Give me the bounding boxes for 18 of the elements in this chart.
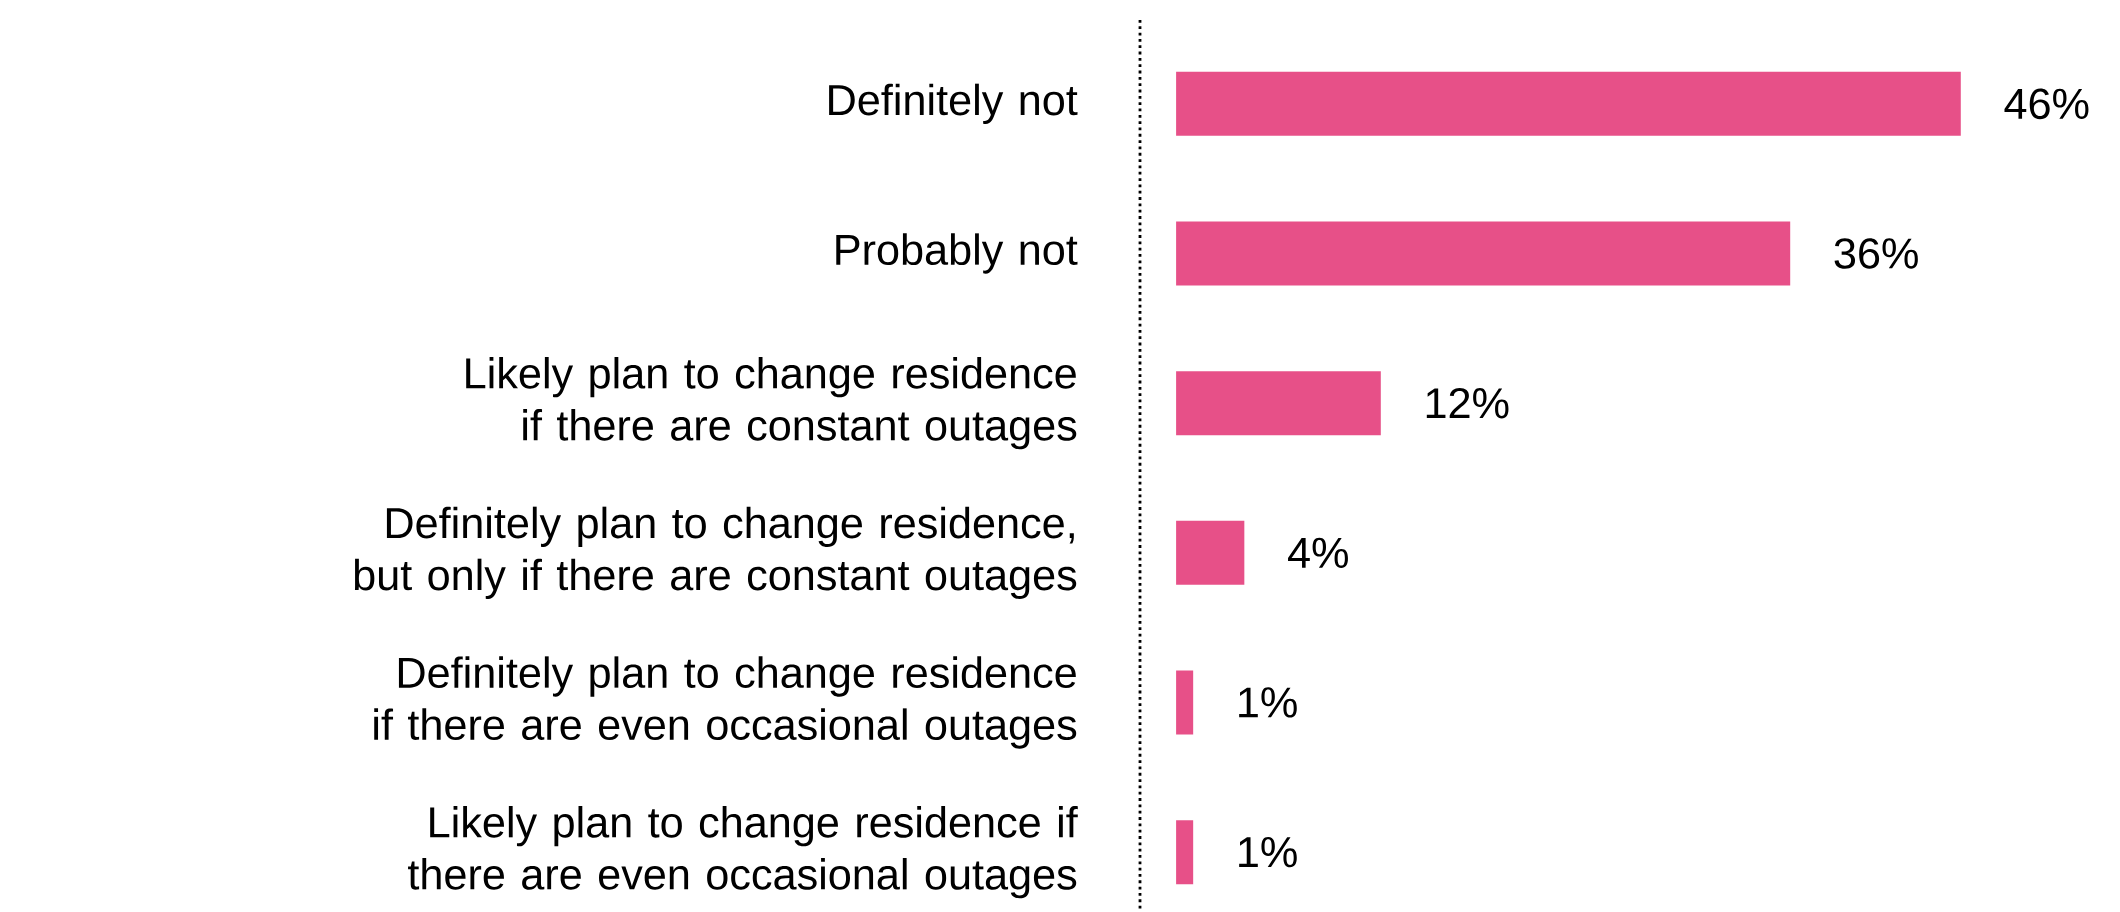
- data-label: 4%: [1288, 537, 1348, 568]
- bar: [1176, 820, 1194, 885]
- y-tick-label: Definitely plan to change residence, but only if there are constant outages: [354, 506, 1077, 599]
- data-label: 1%: [1239, 687, 1297, 718]
- y-tick-label: Probably not: [836, 233, 1078, 274]
- bar: [1176, 520, 1245, 585]
- y-tick-label: Likely plan to change residence if there are constant outages: [466, 357, 1077, 450]
- data-label: 36%: [1834, 238, 1918, 269]
- bar: [1176, 71, 1961, 136]
- data-label: 46%: [2004, 88, 2089, 120]
- y-tick-label: Definitely not: [829, 83, 1078, 124]
- y-tick-label: Likely plan to change residence if there are even occasional outages: [408, 806, 1078, 899]
- bar: [1176, 670, 1194, 735]
- bar: [1176, 221, 1791, 286]
- bar: [1176, 371, 1381, 436]
- data-label: 1%: [1239, 837, 1297, 868]
- data-label: 12%: [1426, 387, 1509, 419]
- y-tick-label: Definitely plan to change residence if there are even occasional outages: [374, 656, 1077, 749]
